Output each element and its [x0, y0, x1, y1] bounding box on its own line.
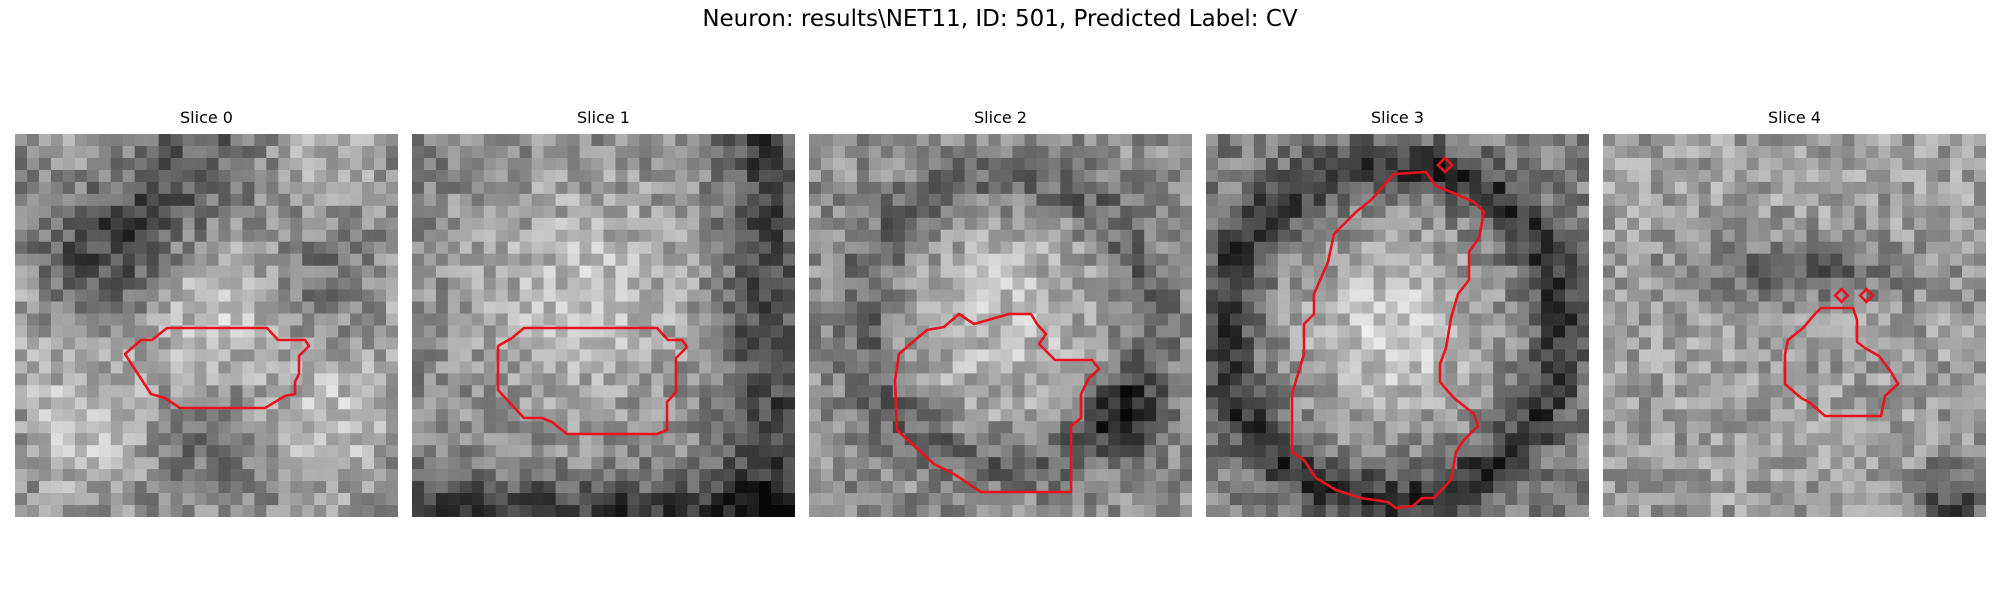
- figure-title: Neuron: results\NET11, ID: 501, Predicte…: [702, 6, 1298, 32]
- roi-contour-4: [1783, 306, 1900, 418]
- roi-contour-1: [496, 326, 689, 436]
- slice-image-2: [809, 134, 1192, 517]
- slice-image-4: [1603, 134, 1986, 517]
- roi-contour-4-fragment-a: [1833, 287, 1850, 304]
- slice-title-1: Slice 1: [577, 108, 630, 127]
- roi-contour-2: [893, 312, 1101, 494]
- roi-contour-0: [123, 326, 311, 410]
- slice-title-2: Slice 2: [974, 108, 1027, 127]
- slice-title-3: Slice 3: [1371, 108, 1424, 127]
- slice-title-4: Slice 4: [1768, 108, 1821, 127]
- roi-contour-3: [1290, 170, 1486, 510]
- slice-title-0: Slice 0: [180, 108, 233, 127]
- slice-image-0: [15, 134, 398, 517]
- slice-image-3: [1206, 134, 1589, 517]
- slice-image-1: [412, 134, 795, 517]
- roi-contour-3-fragment: [1436, 156, 1454, 174]
- roi-contour-4-fragment-b: [1858, 287, 1875, 304]
